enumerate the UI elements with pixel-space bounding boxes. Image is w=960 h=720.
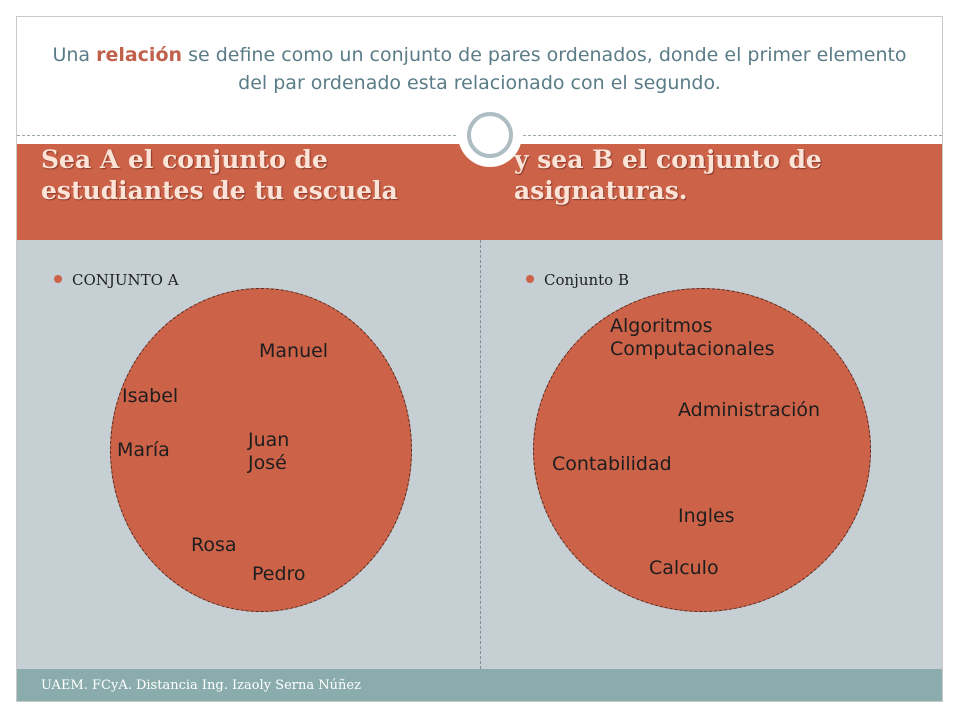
bullet-dot-icon: [54, 275, 62, 283]
circle-ornament-icon: [458, 103, 522, 167]
set-b-member: Algoritmos Computacionales: [610, 315, 775, 360]
intro-text: Una relación se define como un conjunto …: [37, 41, 922, 97]
set-b-member: Ingles: [678, 505, 735, 527]
intro-before: Una: [52, 44, 97, 66]
set-b-member: Calculo: [649, 557, 719, 579]
set-a-circle: [110, 288, 412, 612]
set-b-member: Administración: [678, 399, 821, 421]
set-b-title: Conjunto B: [544, 271, 629, 289]
footer: UAEM. FCyA. Distancia Ing. Izaoly Serna …: [17, 669, 942, 701]
set-b-member: Contabilidad: [552, 453, 672, 475]
content-area: CONJUNTO A Conjunto B Manuel Isabel Marí…: [17, 240, 942, 669]
header-right-text: y sea B el conjunto de asignaturas.: [514, 145, 822, 205]
header-left-text: Sea A el conjunto de estudiantes de tu e…: [41, 145, 398, 205]
column-divider: [480, 240, 481, 669]
intro-keyword: relación: [96, 44, 183, 66]
set-a-title: CONJUNTO A: [72, 271, 179, 289]
set-a-bullet: CONJUNTO A: [54, 271, 179, 289]
set-b-bullet: Conjunto B: [526, 271, 629, 289]
intro-after: se define como un conjunto de pares orde…: [182, 44, 907, 94]
set-a-member: María: [117, 439, 170, 461]
set-a-member: Juan José: [248, 429, 290, 474]
ring-icon: [467, 112, 513, 158]
set-a-member: Isabel: [122, 385, 179, 407]
set-b-circle: [533, 288, 871, 612]
set-a-member: Rosa: [191, 534, 237, 556]
set-a-member: Manuel: [259, 340, 329, 362]
bullet-dot-icon: [526, 275, 534, 283]
slide: Una relación se define como un conjunto …: [16, 16, 943, 702]
set-a-member: Pedro: [252, 563, 306, 585]
footer-text: UAEM. FCyA. Distancia Ing. Izaoly Serna …: [41, 678, 361, 693]
